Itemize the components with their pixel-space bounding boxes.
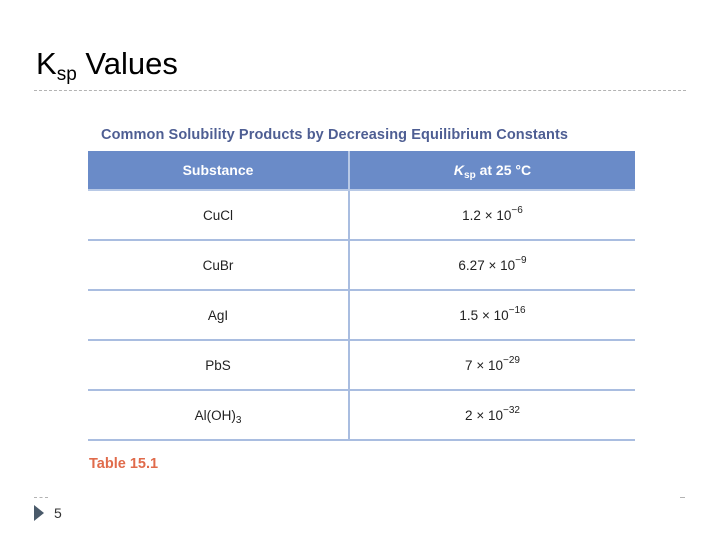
ksp-cell: 2 × 10−32 [349, 390, 635, 441]
ksp-coefficient: 2 [465, 407, 473, 423]
ksp-column-header: Ksp at 25 °C [349, 151, 635, 191]
table-caption: Table 15.1 [89, 456, 159, 472]
table-heading: Common Solubility Products by Decreasing… [101, 127, 569, 143]
ksp-times: × [481, 307, 490, 323]
ksp-times: × [488, 257, 497, 273]
ksp-times: × [476, 407, 485, 423]
ksp-header-subscript: sp [464, 170, 476, 181]
substance-name: PbS [205, 357, 231, 373]
table-row: CuCl 1.2 × 10−6 [88, 190, 635, 241]
ksp-table: Substance Ksp at 25 °C CuCl 1.2 × 10−6 C… [88, 151, 635, 441]
title-subscript: sp [56, 64, 77, 85]
title-values: Values [76, 46, 178, 81]
ksp-coefficient: 1.2 [462, 207, 481, 223]
ksp-base: 10 [487, 407, 503, 423]
ksp-base: 10 [500, 257, 516, 273]
ksp-cell: 1.2 × 10−6 [349, 190, 635, 241]
table-header-row: Substance Ksp at 25 °C [88, 151, 635, 191]
substance-name: CuBr [202, 257, 234, 273]
ksp-exponent: −6 [511, 204, 523, 216]
slide-title: Ksp Values [36, 44, 178, 84]
substance-cell: PbS [88, 340, 350, 391]
ksp-header-rest: at 25 °C [475, 162, 532, 178]
ksp-exponent: −32 [503, 404, 520, 416]
substance-column-header: Substance [88, 151, 350, 191]
substance-cell: CuBr [88, 240, 350, 291]
ksp-base: 10 [487, 357, 503, 373]
ksp-times: × [476, 357, 485, 373]
ksp-exponent: −9 [515, 254, 527, 266]
ksp-exponent: −16 [508, 304, 526, 316]
ksp-base: 10 [496, 207, 512, 223]
page-number: 5 [54, 505, 62, 521]
ksp-cell: 1.5 × 10−16 [349, 290, 635, 341]
ksp-exponent: −29 [503, 354, 520, 366]
table-row: CuBr 6.27 × 10−9 [88, 240, 635, 291]
title-k: K [36, 46, 57, 81]
footer-divider-left [34, 497, 48, 498]
table-row: AgI 1.5 × 10−16 [88, 290, 635, 341]
ksp-cell: 7 × 10−29 [349, 340, 635, 391]
substance-name: CuCl [202, 207, 233, 223]
table-row: PbS 7 × 10−29 [88, 340, 635, 391]
substance-subscript: 3 [235, 414, 242, 426]
ksp-coefficient: 6.27 [458, 257, 485, 273]
substance-cell: CuCl [88, 190, 350, 241]
ksp-header-k: K [453, 162, 465, 178]
ksp-coefficient: 1.5 [459, 307, 479, 323]
table-row: Al(OH)3 2 × 10−32 [88, 390, 635, 441]
ksp-coefficient: 7 [465, 357, 473, 373]
substance-name: Al(OH) [194, 407, 236, 423]
substance-cell: Al(OH)3 [88, 390, 350, 441]
ksp-cell: 6.27 × 10−9 [349, 240, 635, 291]
title-divider [34, 90, 686, 91]
substance-cell: AgI [88, 290, 350, 341]
substance-name: AgI [207, 307, 229, 323]
footer-arrow-icon [34, 505, 44, 521]
footer-divider-right [680, 497, 685, 498]
ksp-base: 10 [493, 307, 509, 323]
ksp-times: × [484, 207, 493, 223]
